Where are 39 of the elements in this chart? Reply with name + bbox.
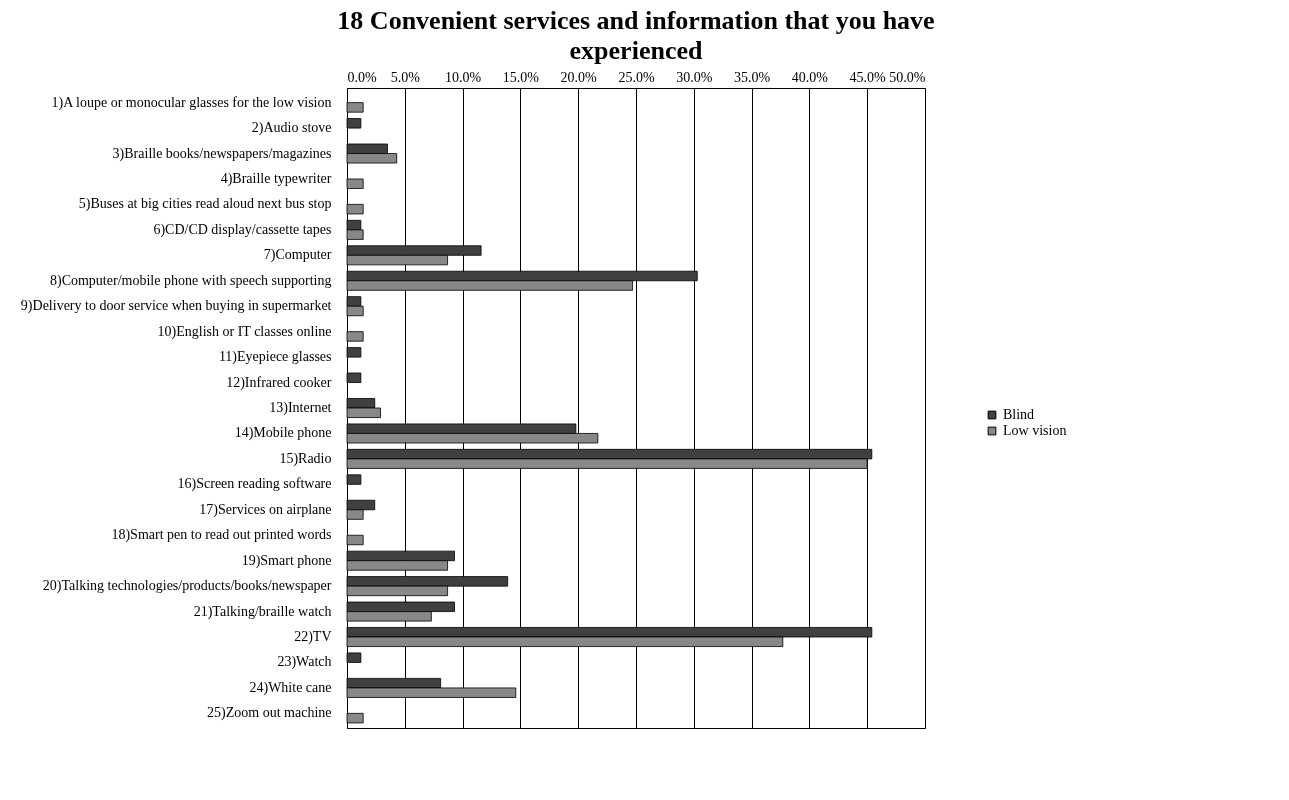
- x-tick-label: 5.0%: [390, 69, 421, 85]
- x-tick-label: 40.0%: [791, 69, 829, 85]
- legend-label: Low vision: [1003, 423, 1067, 438]
- y-tick-label: 5)Buses at big cities read aloud next bus stop: [78, 196, 332, 213]
- x-tick-label: 25.0%: [618, 69, 655, 85]
- chart-title: 18 Convenient services and information that you have experienced: [337, 6, 935, 65]
- y-tick-label: 24)White cane: [249, 679, 332, 696]
- y-tick-label: 16)Screen reading software: [177, 476, 332, 493]
- y-tick-label: 9)Delivery to door service when buying in supermarket: [20, 298, 332, 315]
- y-tick-label: 3)Braille books/newspapers/magazines: [112, 145, 332, 162]
- x-tick-label: 20.0%: [560, 69, 598, 85]
- x-tick-label: 35.0%: [734, 69, 771, 85]
- x-tick-label: 30.0%: [676, 69, 713, 85]
- x-tick-label: 10.0%: [445, 69, 482, 85]
- y-tick-label: 21)Talking/braille watch: [193, 603, 332, 620]
- y-tick-label: 17)Services on airplane: [199, 501, 332, 518]
- x-tick-label: 0.0%: [347, 69, 377, 85]
- y-tick-label: 23)Watch: [277, 654, 332, 671]
- y-tick-label: 1)A loupe or monocular glasses for the low vision: [51, 94, 332, 111]
- y-tick-label: 20)Talking technologies/products/books/newspaper: [42, 578, 332, 595]
- legend-label: Blind: [1003, 407, 1035, 422]
- y-tick-label: 7)Computer: [263, 247, 332, 264]
- y-tick-label: 18)Smart pen to read out printed words: [111, 527, 332, 544]
- y-tick-label: 13)Internet: [269, 400, 332, 416]
- y-tick-label: 2)Audio stove: [251, 120, 332, 137]
- y-tick-label: 12)Infrared cooker: [226, 374, 332, 391]
- y-tick-label: 22)TV: [294, 629, 332, 646]
- y-tick-label: 8)Computer/mobile phone with speech supporting: [49, 272, 332, 289]
- y-tick-label: 25)Zoom out machine: [207, 705, 332, 722]
- x-tick-label: 50.0%: [889, 69, 926, 85]
- y-tick-label: 11)Eyepiece glasses: [218, 349, 332, 366]
- y-tick-label: 19)Smart phone: [241, 552, 332, 569]
- y-tick-label: 14)Mobile phone: [234, 425, 332, 442]
- y-tick-label: 10)English or IT classes online: [157, 323, 332, 340]
- y-tick-label: 15)Radio: [279, 450, 332, 467]
- y-tick-label: 4)Braille typewriter: [220, 170, 332, 187]
- y-tick-label: 6)CD/CD display/cassette tapes: [153, 221, 332, 238]
- x-tick-label: 15.0%: [502, 69, 540, 85]
- x-tick-label: 45.0%: [849, 69, 887, 85]
